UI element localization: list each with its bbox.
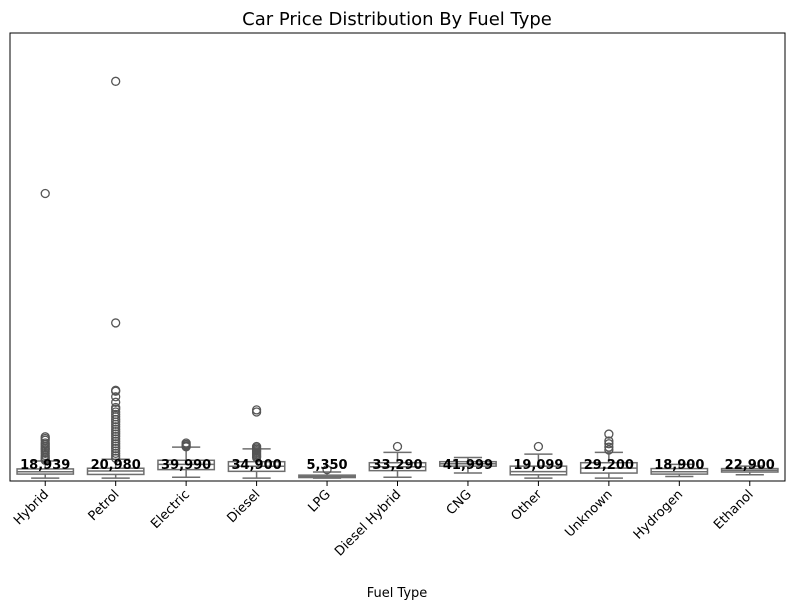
box-group-ethanol: 22,900 (720, 458, 779, 476)
outlier-point (111, 443, 121, 454)
box-group-hybrid: 18,939 (16, 188, 75, 479)
x-axis-label: Fuel Type (367, 586, 428, 601)
outlier-point (111, 436, 121, 446)
outlier-point (111, 431, 121, 442)
plot-area (9, 32, 786, 482)
x-tick-label: Petrol (86, 487, 123, 524)
outlier-point (111, 392, 121, 402)
outlier-point (392, 441, 403, 452)
outlier-point (111, 441, 121, 451)
median-label: 39,990 (161, 458, 211, 473)
outlier-point (604, 436, 614, 446)
median-label: 20,980 (91, 458, 141, 473)
x-tick-label: Ethanol (711, 487, 756, 532)
median-label: 22,900 (725, 458, 775, 473)
box-group-other: 19,099 (509, 441, 568, 479)
x-tick-label: Hybrid (11, 487, 52, 528)
outlier-point (40, 455, 50, 465)
median-label: 34,900 (232, 458, 282, 473)
x-tick-label: LPG (305, 487, 333, 515)
box-group-petrol: 20,980 (86, 76, 145, 479)
median-label: 5,350 (306, 458, 347, 473)
median-label: 41,999 (443, 458, 493, 473)
outlier-point (111, 386, 121, 396)
outlier-point (111, 417, 121, 427)
chart-title: Car Price Distribution By Fuel Type (242, 9, 552, 30)
median-label: 29,200 (584, 458, 634, 473)
outlier-point (181, 442, 191, 452)
median-label: 18,900 (654, 458, 704, 473)
box (509, 465, 568, 476)
box-group-unknown: 29,200 (579, 429, 638, 479)
outlier-point (111, 453, 121, 463)
x-tick-label: Other (509, 487, 546, 524)
outlier-point (111, 76, 121, 86)
chart-marks: 18,939 20,980 39,990 34,900 5,350 33,290 41,99… (16, 76, 779, 479)
outlier-point (111, 414, 121, 425)
outlier-point (111, 426, 121, 437)
x-tick-label: Hydrogen (631, 487, 686, 542)
outlier-point (111, 439, 121, 449)
x-tick-label: Diesel (225, 487, 264, 526)
box-group-diesel-hybrid: 33,290 (368, 441, 427, 478)
outlier-point (111, 419, 121, 430)
outlier-point (111, 434, 121, 444)
x-tick-label: Diesel Hybrid (332, 487, 404, 559)
median-label: 18,939 (20, 458, 70, 473)
box-group-diesel: 34,900 (227, 405, 286, 479)
median-label: 19,099 (513, 458, 563, 473)
outlier-point (322, 464, 332, 475)
outlier-point (604, 439, 614, 449)
x-tick-label: CNG (444, 487, 475, 518)
median-label: 33,290 (372, 458, 422, 473)
box-group-cng: 41,999 (439, 456, 497, 474)
outlier-point (604, 429, 614, 439)
x-tick-label: Electric (148, 487, 193, 532)
outlier-point (251, 452, 262, 463)
outlier-point (111, 422, 121, 432)
box-group-electric: 39,990 (157, 438, 216, 478)
x-tick-label: Unknown (562, 487, 615, 540)
outlier-point (111, 429, 121, 439)
outlier-point (111, 448, 121, 459)
outlier-point (604, 442, 614, 452)
outlier-point (111, 451, 121, 461)
box-group-hydrogen: 18,900 (650, 458, 709, 478)
outlier-point (111, 318, 121, 328)
outlier-point (111, 424, 121, 434)
outlier-point (533, 441, 544, 452)
outlier-point (40, 188, 50, 199)
outlier-point (111, 446, 121, 456)
outlier-point (604, 445, 614, 455)
outlier-point (111, 397, 121, 407)
outlier-point (251, 407, 262, 417)
box-group-lpg: 5,350 (298, 458, 356, 479)
